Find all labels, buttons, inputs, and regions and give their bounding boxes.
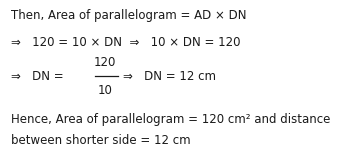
Text: Hence, Area of parallelogram = 120 cm² and distance: Hence, Area of parallelogram = 120 cm² a…	[11, 114, 330, 126]
Text: ⇒   DN = 12 cm: ⇒ DN = 12 cm	[123, 70, 216, 83]
Text: ⇒   DN =: ⇒ DN =	[11, 70, 63, 83]
Text: ⇒   120 = 10 × DN  ⇒   10 × DN = 120: ⇒ 120 = 10 × DN ⇒ 10 × DN = 120	[11, 36, 240, 48]
Text: Then, Area of parallelogram = AD × DN: Then, Area of parallelogram = AD × DN	[11, 9, 246, 22]
Text: 10: 10	[98, 84, 113, 96]
Text: 120: 120	[94, 57, 116, 69]
Text: between shorter side = 12 cm: between shorter side = 12 cm	[11, 135, 190, 147]
